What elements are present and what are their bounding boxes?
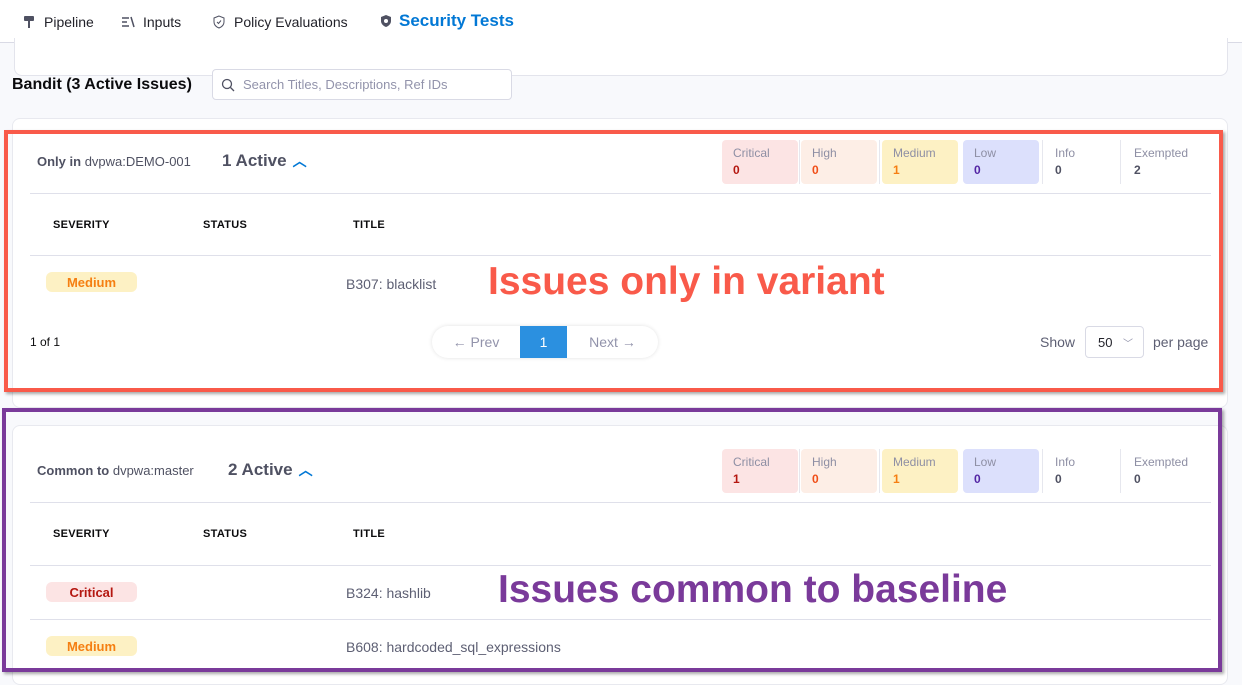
column-severity[interactable]: SEVERITY xyxy=(53,528,110,540)
severity-summary: Critical 0 High 0 Medium 1 Low 0 Info 0 Exemp… xyxy=(722,140,1202,184)
info-count: Info 0 xyxy=(1055,146,1076,177)
high-count: High 0 xyxy=(801,140,877,184)
per-page-label: per page xyxy=(1153,334,1209,350)
scanner-title: Bandit (3 Active Issues) xyxy=(12,76,192,93)
pagination: ← Prev 1 Next → xyxy=(432,326,658,358)
tab-bar: Pipeline Inputs Policy Evaluations Secur… xyxy=(0,0,1242,43)
exempted-count: Exempted 0 xyxy=(1134,455,1189,486)
column-status[interactable]: STATUS xyxy=(203,219,248,231)
medium-count: Medium 1 xyxy=(882,449,958,493)
low-count: Low 0 xyxy=(963,449,1039,493)
active-count-toggle[interactable]: 1 Active ︿ xyxy=(222,151,307,170)
prev-button[interactable]: ← Prev xyxy=(452,334,500,350)
next-button[interactable]: Next → xyxy=(589,334,636,350)
column-title[interactable]: TITLE xyxy=(353,528,386,540)
chevron-up-icon: ︿ xyxy=(292,153,307,169)
severity-badge: Medium xyxy=(46,636,137,656)
section-heading: Common to dvpwa:master xyxy=(37,463,194,478)
issue-title: B307: blacklist xyxy=(346,276,437,292)
chevron-up-icon: ︿ xyxy=(298,462,313,478)
critical-count: Critical 1 xyxy=(722,449,798,493)
tab-inputs[interactable]: Inputs xyxy=(121,0,181,43)
table-row[interactable]: Medium B307: blacklist xyxy=(30,256,1211,310)
annotation-variant: Issues only in variant xyxy=(488,260,885,303)
annotation-common: Issues common to baseline xyxy=(498,568,1008,611)
high-count: High 0 xyxy=(801,449,877,493)
per-page-select[interactable]: 50 ﹀ xyxy=(1085,326,1144,358)
tab-pipeline[interactable]: Pipeline xyxy=(22,0,94,43)
issue-title: B608: hardcoded_sql_expressions xyxy=(346,639,561,655)
critical-count: Critical 0 xyxy=(722,140,798,184)
active-count-toggle[interactable]: 2 Active ︿ xyxy=(228,460,313,479)
tab-security-tests[interactable]: Security Tests xyxy=(371,0,522,43)
page-range: 1 of 1 xyxy=(30,335,61,349)
page-1-button[interactable]: 1 xyxy=(520,326,567,358)
medium-count: Medium 1 xyxy=(882,140,958,184)
shield-icon xyxy=(381,14,391,27)
search-icon xyxy=(221,78,235,91)
shield-check-icon xyxy=(213,14,225,29)
summary-card xyxy=(14,38,1228,76)
info-count: Info 0 xyxy=(1055,455,1076,486)
pipeline-icon xyxy=(24,15,34,28)
column-severity[interactable]: SEVERITY xyxy=(53,219,110,231)
severity-summary: Critical 1 High 0 Medium 1 Low 0 Info 0 Exemp… xyxy=(722,449,1202,493)
severity-badge: Critical xyxy=(46,582,137,602)
search-input[interactable] xyxy=(243,77,503,92)
tab-policy-evaluations[interactable]: Policy Evaluations xyxy=(212,0,348,43)
chevron-down-icon: ﹀ xyxy=(1123,338,1133,350)
column-status[interactable]: STATUS xyxy=(203,528,248,540)
column-title[interactable]: TITLE xyxy=(353,219,386,231)
inputs-icon xyxy=(122,16,135,27)
issue-title: B324: hashlib xyxy=(346,585,431,601)
section-heading: Only in dvpwa:DEMO-001 xyxy=(37,154,191,169)
table-row[interactable]: Medium B608: hardcoded_sql_expressions xyxy=(30,620,1211,670)
low-count: Low 0 xyxy=(963,140,1039,184)
exempted-count: Exempted 2 xyxy=(1134,146,1189,177)
search-field[interactable] xyxy=(212,69,512,100)
table-row[interactable]: Critical B324: hashlib xyxy=(30,566,1211,619)
show-label: Show xyxy=(1040,334,1076,350)
severity-badge: Medium xyxy=(46,272,137,292)
